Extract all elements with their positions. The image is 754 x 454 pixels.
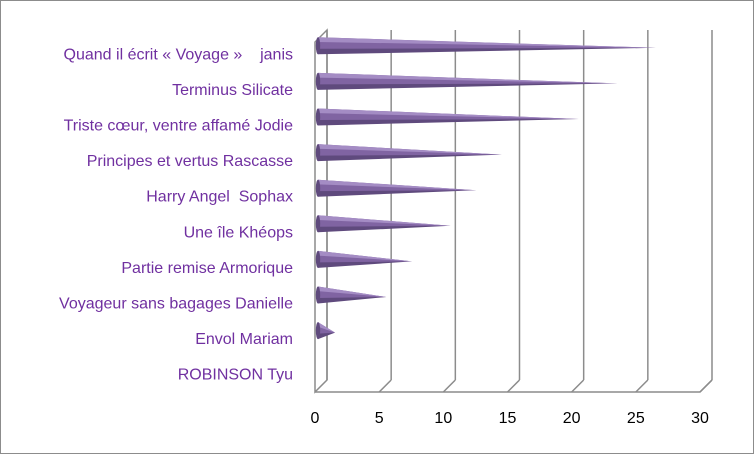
floor-gridline (571, 379, 585, 393)
category-label: Principes et vertus Rascasse (87, 153, 293, 170)
bar-cone-base (315, 108, 321, 126)
bar-cone-highlight (318, 286, 387, 297)
bar-cone-highlight (318, 179, 477, 191)
x-tick-label: 5 (375, 410, 384, 427)
category-label: Voyageur sans bagages Danielle (59, 296, 293, 313)
category-label: Triste cœur, ventre affamé Jodie (64, 118, 294, 135)
bar-cone-highlight (318, 37, 656, 48)
bar-cone-highlight (318, 215, 451, 226)
floor-gridline (699, 379, 713, 393)
bar-cone-base (315, 250, 321, 268)
floor-gridline (378, 379, 392, 393)
floor-gridline (442, 379, 456, 393)
bar-cone-highlight (318, 72, 618, 84)
category-label: Une île Khéops (184, 224, 293, 241)
x-tick-label: 0 (311, 410, 320, 427)
bars (315, 37, 656, 340)
bar-cone-base (315, 37, 321, 55)
bar-cone-highlight (318, 144, 502, 155)
x-tick-label: 15 (499, 410, 517, 427)
category-label: Terminus Silicate (172, 82, 293, 99)
category-labels: Quand il écrit « Voyage » janis Terminus … (59, 46, 293, 383)
floor-gridline (635, 379, 649, 393)
bar-cone-base (315, 72, 321, 90)
x-tick-label: 25 (627, 410, 645, 427)
category-label: ROBINSON Tyu (178, 367, 293, 384)
category-label: Quand il écrit « Voyage » janis (64, 46, 293, 63)
floor-gridline (506, 379, 521, 393)
bar-cone-base (315, 215, 321, 233)
gridlines (326, 30, 713, 393)
bar-cone-base (315, 179, 321, 197)
bar-cone-highlight (318, 108, 579, 119)
bar-cone-highlight (318, 250, 413, 262)
x-tick-label: 10 (434, 410, 452, 427)
category-label: Partie remise Armorique (121, 260, 293, 277)
bar-cone-highlight (318, 322, 336, 333)
bar-cone-base (315, 322, 321, 340)
x-tick-labels: 0 5 10 15 20 25 30 (311, 410, 709, 427)
x-tick-label: 30 (691, 410, 709, 427)
x-tick-label: 20 (563, 410, 581, 427)
bar-cone-base (315, 144, 321, 162)
category-label: Envol Mariam (195, 331, 293, 348)
bar-cone-base (315, 286, 321, 304)
category-label: Harry Angel Sophax (146, 189, 293, 206)
